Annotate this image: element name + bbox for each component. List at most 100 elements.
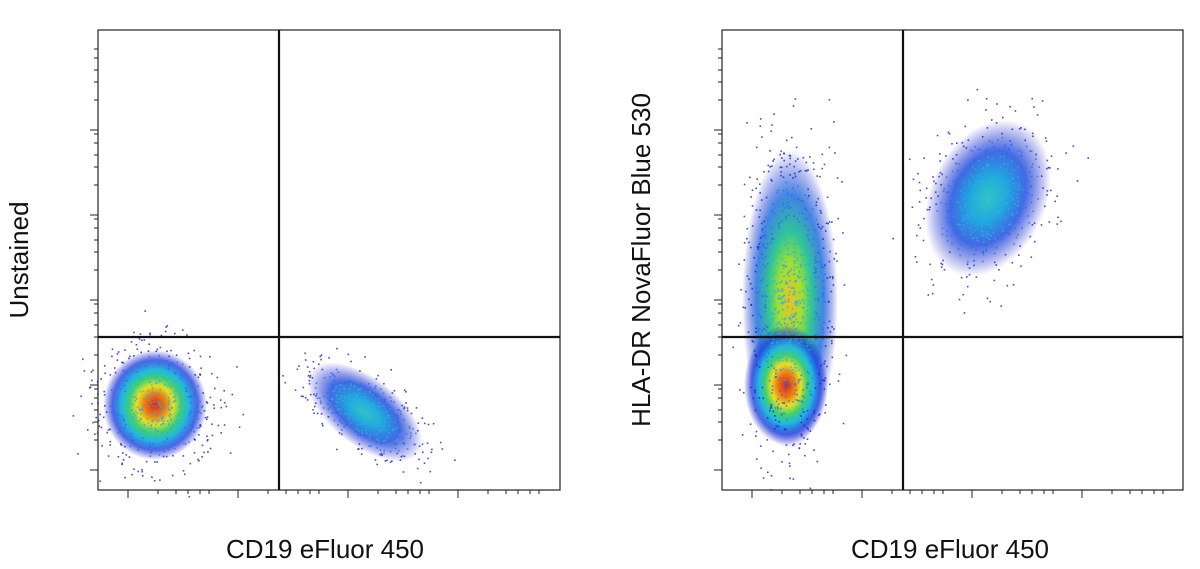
event-dot	[198, 434, 200, 436]
event-dot	[140, 390, 142, 393]
event-dot	[989, 207, 991, 209]
event-dot	[753, 256, 755, 259]
event-dot	[333, 379, 336, 381]
event-dot	[765, 329, 767, 332]
event-dot	[441, 448, 444, 450]
event-dot	[789, 385, 791, 388]
event-dot	[787, 253, 790, 256]
event-dot	[787, 205, 789, 207]
event-dot	[932, 284, 935, 286]
event-dot	[1011, 128, 1014, 131]
event-dot	[983, 241, 985, 243]
event-dot	[792, 273, 795, 276]
event-dot	[764, 299, 767, 302]
event-dot	[795, 370, 797, 372]
event-dot	[381, 425, 384, 427]
event-dot	[238, 426, 241, 428]
event-dot	[122, 418, 125, 420]
event-dot	[824, 264, 826, 266]
event-dot	[750, 304, 753, 306]
event-dot	[454, 459, 456, 461]
event-dot	[911, 206, 914, 208]
event-dot	[175, 415, 178, 417]
event-dot	[787, 348, 790, 350]
event-dot	[1009, 189, 1011, 192]
event-dot	[821, 379, 824, 381]
event-dot	[359, 401, 361, 404]
event-dot	[116, 359, 119, 361]
event-dot	[785, 217, 787, 220]
event-dot	[925, 197, 927, 199]
event-dot	[829, 276, 831, 278]
event-dot	[391, 429, 394, 431]
event-dot	[812, 276, 814, 279]
event-dot	[774, 376, 777, 378]
event-dot	[327, 392, 329, 394]
event-dot	[764, 324, 767, 327]
event-dot	[801, 279, 804, 282]
event-dot	[746, 237, 748, 240]
event-dot	[780, 150, 783, 153]
event-dot	[159, 410, 161, 413]
event-dot	[337, 390, 340, 393]
event-dot	[918, 181, 921, 184]
event-dot	[82, 358, 84, 361]
event-dot	[777, 333, 779, 335]
event-dot	[339, 383, 341, 386]
event-dot	[130, 341, 133, 343]
event-dot	[752, 341, 755, 343]
event-dot	[138, 377, 141, 380]
event-dot	[973, 158, 975, 161]
event-dot	[383, 449, 385, 452]
event-dot	[148, 435, 150, 438]
event-dot	[986, 185, 988, 188]
event-dot	[778, 222, 780, 224]
event-dot	[792, 177, 794, 179]
event-dot	[823, 362, 826, 365]
event-dot	[807, 229, 810, 232]
event-dot	[1007, 232, 1009, 234]
event-dot	[337, 408, 339, 410]
event-dot	[782, 295, 785, 298]
event-dot	[948, 203, 951, 205]
event-dot	[1006, 201, 1009, 204]
event-dot	[808, 263, 810, 266]
event-dot	[368, 414, 371, 417]
event-dot	[771, 237, 773, 240]
event-dot	[765, 306, 767, 309]
event-dot	[809, 487, 812, 490]
event-dot	[749, 423, 752, 425]
event-dot	[964, 205, 967, 208]
event-dot	[773, 238, 775, 240]
event-dot	[334, 375, 336, 378]
event-dot	[1019, 245, 1021, 247]
event-dot	[828, 146, 831, 149]
event-dot	[302, 386, 305, 389]
event-dot	[976, 224, 979, 226]
event-dot	[365, 395, 367, 398]
event-dot	[807, 246, 809, 249]
event-dot	[797, 321, 799, 323]
event-dot	[802, 389, 804, 391]
event-dot	[784, 206, 787, 209]
event-dot	[945, 203, 947, 205]
event-dot	[780, 407, 782, 410]
event-dot	[793, 348, 795, 350]
event-dot	[778, 295, 781, 297]
event-dot	[791, 371, 793, 373]
event-dot	[788, 327, 791, 330]
event-dot	[989, 193, 992, 195]
event-dot	[824, 300, 826, 303]
event-dot	[1012, 177, 1014, 179]
event-dot	[815, 267, 817, 270]
event-dot	[765, 296, 768, 298]
event-dot	[786, 273, 788, 276]
event-dot	[762, 243, 765, 245]
event-dot	[814, 334, 817, 337]
event-dot	[386, 436, 389, 438]
event-dot	[822, 338, 824, 340]
event-dot	[1010, 172, 1013, 175]
event-dot	[799, 323, 801, 325]
event-dot	[198, 410, 200, 413]
event-dot	[399, 459, 402, 461]
